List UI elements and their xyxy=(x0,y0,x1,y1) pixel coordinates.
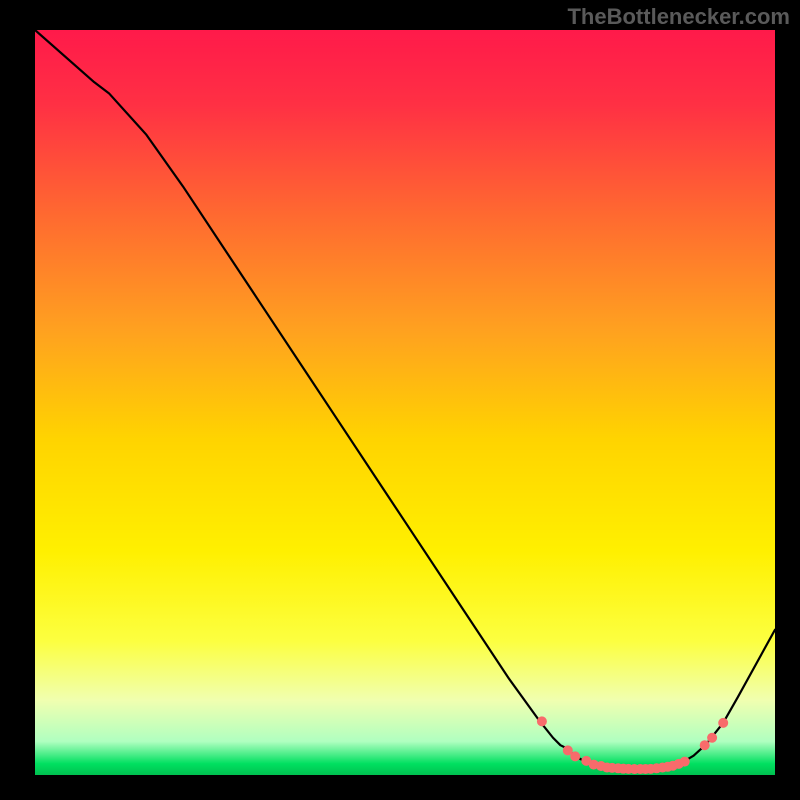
data-marker xyxy=(700,740,710,750)
data-marker xyxy=(570,751,580,761)
gradient-background xyxy=(35,30,775,775)
data-marker xyxy=(707,733,717,743)
chart-svg xyxy=(35,30,775,775)
data-marker xyxy=(680,757,690,767)
data-marker xyxy=(718,718,728,728)
data-marker xyxy=(537,716,547,726)
chart-container: TheBottlenecker.com xyxy=(0,0,800,800)
attribution-label: TheBottlenecker.com xyxy=(567,4,790,30)
plot-area xyxy=(35,30,775,775)
